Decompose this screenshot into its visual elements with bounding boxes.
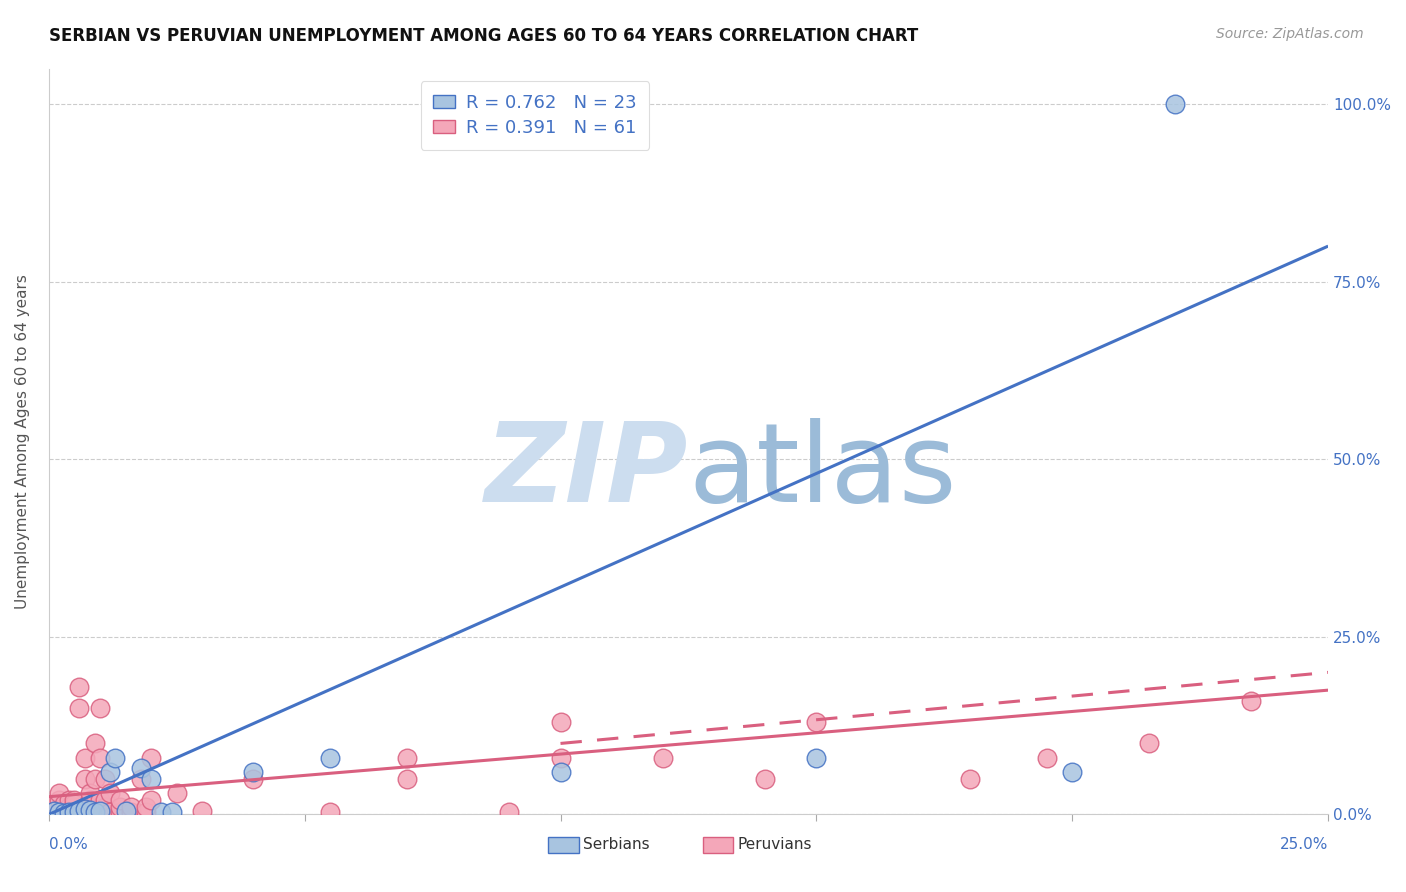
Point: [89, 793, 111, 807]
Point: [42, 804, 65, 818]
Point: [110, 805, 132, 820]
Point: [58, 800, 80, 814]
Point: [73, 772, 96, 786]
Point: [191, 804, 214, 818]
Point: [58, 804, 80, 818]
Point: [63, 805, 86, 820]
Point: [79, 793, 101, 807]
Point: [550, 750, 572, 764]
Point: [48, 793, 70, 807]
Point: [48, 805, 70, 820]
Point: [395, 750, 418, 764]
Text: SERBIAN VS PERUVIAN UNEMPLOYMENT AMONG AGES 60 TO 64 YEARS CORRELATION CHART: SERBIAN VS PERUVIAN UNEMPLOYMENT AMONG A…: [49, 27, 918, 45]
Point: [550, 715, 572, 730]
Point: [48, 786, 70, 800]
Point: [160, 805, 183, 820]
Point: [114, 804, 136, 818]
Point: [69, 701, 91, 715]
Point: [104, 750, 127, 764]
Point: [79, 800, 101, 814]
Point: [129, 761, 152, 775]
Y-axis label: Unemployment Among Ages 60 to 64 years: Unemployment Among Ages 60 to 64 years: [15, 274, 30, 609]
Text: Serbians: Serbians: [583, 838, 650, 853]
Point: [135, 805, 157, 820]
Point: [63, 805, 86, 820]
Point: [319, 805, 342, 820]
Point: [959, 772, 981, 786]
Point: [89, 805, 111, 820]
Point: [550, 764, 572, 779]
Point: [73, 750, 96, 764]
Point: [754, 772, 776, 786]
Point: [89, 701, 111, 715]
Point: [89, 804, 111, 818]
Point: [150, 805, 173, 820]
Point: [69, 804, 91, 818]
Legend: R = 0.762   N = 23, R = 0.391   N = 61: R = 0.762 N = 23, R = 0.391 N = 61: [420, 81, 650, 150]
Point: [58, 793, 80, 807]
Text: ZIP: ZIP: [485, 417, 689, 524]
Point: [94, 800, 117, 814]
Point: [651, 750, 673, 764]
Point: [53, 800, 76, 814]
Point: [129, 772, 152, 786]
Point: [110, 793, 132, 807]
Point: [139, 772, 162, 786]
Point: [139, 750, 162, 764]
Text: Peruvians: Peruvians: [738, 838, 813, 853]
Text: Source: ZipAtlas.com: Source: ZipAtlas.com: [1216, 27, 1364, 41]
Point: [319, 750, 342, 764]
Point: [498, 805, 520, 820]
Point: [242, 772, 264, 786]
Point: [53, 806, 76, 821]
Point: [94, 772, 117, 786]
Point: [63, 797, 86, 811]
Point: [73, 802, 96, 816]
Text: 25.0%: 25.0%: [1279, 837, 1329, 852]
Point: [63, 793, 86, 807]
Point: [79, 805, 101, 820]
Text: atlas: atlas: [689, 417, 957, 524]
Point: [58, 805, 80, 819]
Point: [110, 800, 132, 814]
Point: [120, 800, 142, 814]
Point: [1062, 764, 1084, 779]
Point: [1137, 736, 1160, 750]
Point: [98, 786, 121, 800]
Point: [53, 797, 76, 811]
Point: [1163, 97, 1185, 112]
Point: [98, 805, 121, 820]
Point: [89, 800, 111, 814]
Point: [73, 800, 96, 814]
Point: [63, 800, 86, 814]
Point: [1035, 750, 1057, 764]
Point: [139, 793, 162, 807]
Point: [242, 764, 264, 779]
Point: [79, 803, 101, 817]
Point: [79, 786, 101, 800]
Point: [120, 805, 142, 820]
Point: [135, 800, 157, 814]
Point: [73, 804, 96, 818]
Point: [83, 805, 105, 819]
Point: [89, 750, 111, 764]
Point: [83, 772, 105, 786]
Text: 0.0%: 0.0%: [49, 837, 87, 852]
Point: [166, 786, 188, 800]
Point: [806, 750, 828, 764]
Point: [1240, 694, 1263, 708]
Point: [94, 805, 117, 820]
Point: [83, 736, 105, 750]
Point: [69, 680, 91, 694]
Point: [806, 715, 828, 730]
Point: [98, 764, 121, 779]
Point: [94, 793, 117, 807]
Point: [42, 797, 65, 811]
Point: [395, 772, 418, 786]
